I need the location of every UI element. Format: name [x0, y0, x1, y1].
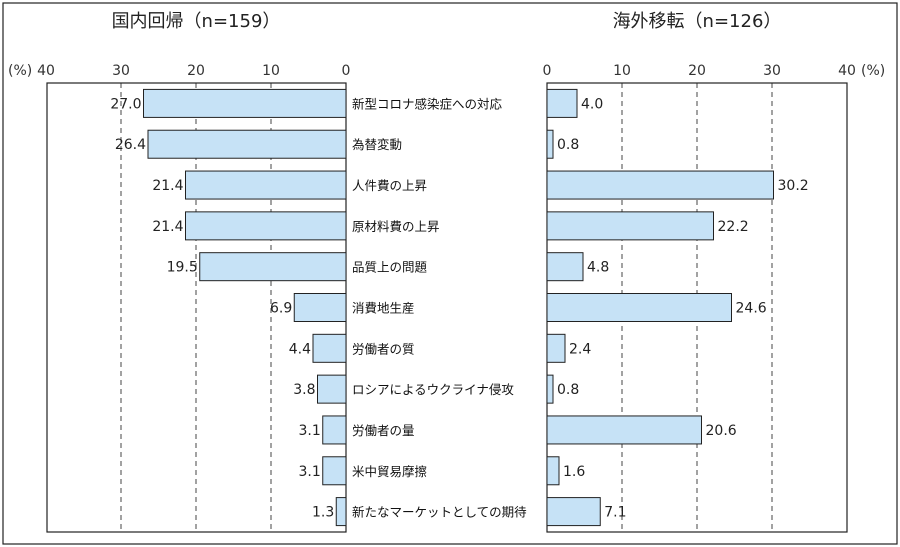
- left-value-label: 26.4: [115, 137, 146, 153]
- category-label: 為替変動: [352, 137, 402, 152]
- right-value-label: 0.8: [557, 137, 579, 153]
- left-bar: [293, 293, 347, 322]
- right-value-label: 7.1: [604, 505, 626, 521]
- left-tick-labels: 40 30 20 10 0: [37, 63, 350, 79]
- right-bar: [546, 374, 554, 404]
- right-tick-labels: 0 10 20 30 40: [543, 63, 856, 79]
- left-tick-label: 30: [112, 63, 130, 79]
- right-value-label: 0.8: [557, 382, 579, 398]
- right-tick-label: 40: [838, 63, 856, 79]
- category-label: 新たなマーケットとしての期待: [352, 505, 527, 520]
- right-tick-label: 10: [613, 63, 631, 79]
- right-value-label: 22.2: [718, 219, 749, 235]
- right-tick-label: 20: [688, 63, 706, 79]
- right-value-label: 24.6: [736, 301, 767, 317]
- left-bar: [335, 497, 347, 527]
- left-value-label: 21.4: [152, 178, 183, 194]
- right-bar: [546, 88, 578, 118]
- right-value-label: 4.0: [581, 96, 603, 112]
- left-bar: [185, 211, 347, 241]
- left-value-label: 27.0: [110, 96, 141, 112]
- right-bar: [546, 252, 584, 282]
- right-bar: [546, 333, 566, 363]
- right-value-label: 20.6: [706, 423, 737, 439]
- right-gridlines: [621, 83, 773, 532]
- right-bars: 4.0 0.8 30.2 22.2 4.8 24.6 2.4 0.8 20.6 1.6 7.1: [546, 88, 809, 527]
- category-label: 品質上の問題: [352, 260, 428, 275]
- left-panel-title: 国内回帰（n=159）: [112, 11, 281, 32]
- category-label: 労働者の質: [352, 341, 415, 356]
- left-tick-label: 20: [187, 63, 205, 79]
- left-bar: [322, 415, 347, 445]
- category-label: ロシアによるウクライナ侵攻: [352, 382, 514, 397]
- left-value-label: 3.1: [298, 423, 320, 439]
- category-label: 原材料費の上昇: [352, 219, 440, 234]
- right-tick-label: 30: [763, 63, 781, 79]
- left-bar: [322, 456, 347, 486]
- category-label: 労働者の量: [352, 423, 415, 438]
- category-label: 米中貿易摩擦: [352, 464, 427, 479]
- left-bar: [312, 333, 347, 363]
- left-bar: [185, 170, 347, 200]
- right-value-label: 30.2: [778, 178, 809, 194]
- category-label: 新型コロナ感染症への対応: [352, 96, 503, 111]
- left-bar: [143, 88, 347, 118]
- right-value-label: 1.6: [563, 464, 585, 480]
- right-bar: [546, 211, 714, 241]
- right-bar: [546, 170, 774, 200]
- right-bar: [546, 415, 702, 445]
- category-label: 人件費の上昇: [352, 178, 427, 193]
- right-unit-label: (%): [861, 63, 885, 79]
- left-value-label: 4.4: [289, 341, 311, 357]
- left-value-label: 1.3: [312, 505, 334, 521]
- right-tick-label: 0: [543, 63, 552, 79]
- category-label: 消費地生産: [352, 301, 415, 316]
- category-labels: 新型コロナ感染症への対応為替変動人件費の上昇原材料費の上昇品質上の問題消費地生産…: [352, 96, 527, 519]
- right-bar: [546, 456, 560, 486]
- left-value-label: 3.8: [293, 382, 315, 398]
- left-bars: 27.0 26.4 21.4 21.4 19.5 6.9 4.4 3.8 3.1 3.1 1.3: [110, 88, 347, 527]
- left-tick-label: 10: [262, 63, 280, 79]
- right-panel-title: 海外移転（n=126）: [613, 11, 782, 32]
- left-bar: [147, 129, 347, 159]
- right-bar: [546, 129, 554, 159]
- right-bar: [546, 293, 732, 322]
- right-value-label: 2.4: [569, 341, 591, 357]
- left-bar: [199, 252, 347, 282]
- left-unit-label: (%): [8, 63, 32, 79]
- left-tick-label: 0: [342, 63, 351, 79]
- left-bar: [317, 374, 347, 404]
- right-value-label: 4.8: [587, 260, 609, 276]
- left-value-label: 6.9: [270, 301, 292, 317]
- left-value-label: 21.4: [152, 219, 183, 235]
- left-value-label: 3.1: [298, 464, 320, 480]
- left-tick-label: 40: [37, 63, 55, 79]
- right-bar: [546, 497, 601, 527]
- left-value-label: 19.5: [167, 260, 198, 276]
